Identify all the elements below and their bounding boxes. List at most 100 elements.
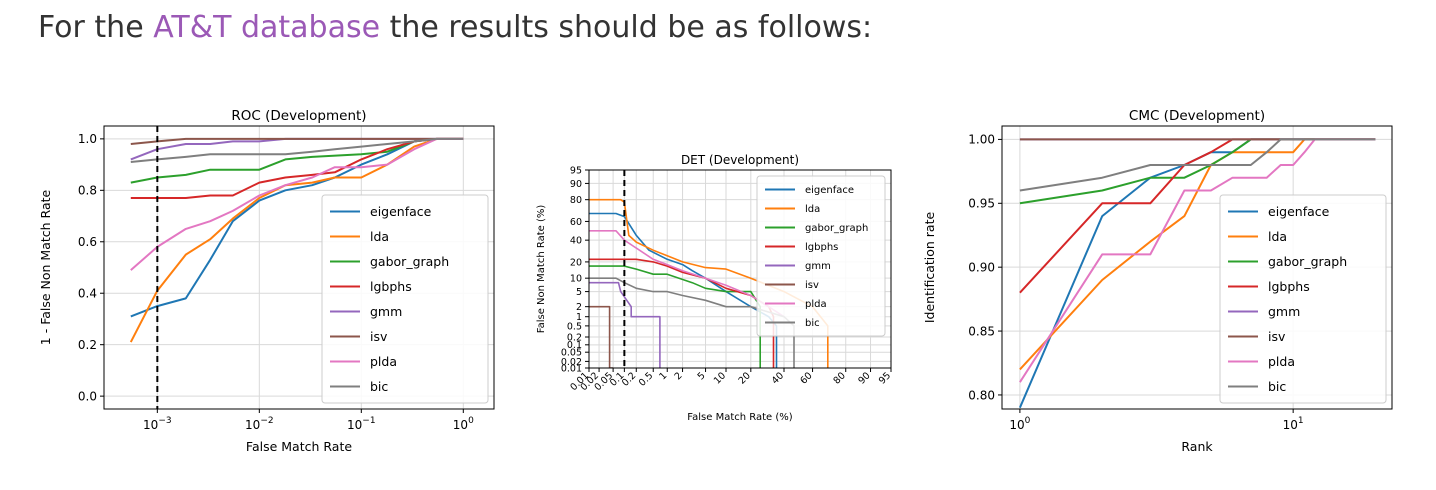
roc-legend-label-bic: bic (370, 379, 388, 394)
det-xtick-label: 2 (673, 370, 685, 382)
cmc-legend-label-lda: lda (1268, 229, 1287, 244)
roc-legend-label-gmm: gmm (370, 304, 402, 319)
roc-chart-panel: ROC (Development) 10−3 10−2 10−1 100 0.0 0.2 0.… (34, 102, 524, 468)
roc-ytick-label: 1.0 (78, 132, 97, 146)
det-xtick-label: 5 (696, 370, 708, 382)
cmc-xtick-label: 101 (1283, 416, 1304, 432)
cmc-legend-label-lgbphs: lgbphs (1268, 279, 1310, 294)
cmc-ytick-label: 0.80 (968, 388, 995, 402)
det-series-plda (589, 230, 785, 318)
cmc-ytick-label: 0.90 (968, 261, 995, 275)
heading-suffix: the results should be as follows: (380, 10, 873, 45)
det-series-isv (589, 305, 614, 368)
roc-ytick-label: 0.0 (78, 389, 97, 403)
roc-ylabel: 1 - False Non Match Rate (38, 189, 53, 345)
roc-chart: ROC (Development) 10−3 10−2 10−1 100 0.0 0.2 0.… (38, 108, 495, 454)
roc-legend-label-lda: lda (370, 229, 389, 244)
roc-ytick-label: 0.6 (78, 235, 97, 249)
det-ytick-label: 40 (570, 236, 582, 247)
det-ytick-label: 0.02 (561, 357, 582, 368)
det-legend-label-plda: plda (805, 299, 827, 310)
heading-prefix: For the (38, 10, 154, 45)
cmc-ytick-label: 0.95 (968, 197, 995, 211)
roc-legend-label-isv: isv (370, 329, 388, 344)
det-ytick-label: 0.01 (561, 363, 582, 374)
det-xtick-label: 20 (737, 370, 753, 386)
det-title: DET (Development) (681, 153, 799, 167)
roc-xtick-label: 10−1 (347, 416, 376, 432)
roc-title: ROC (Development) (231, 108, 366, 124)
det-xtick-label: 40 (770, 370, 786, 386)
det-xtick-label: 60 (798, 370, 814, 386)
det-ytick-label: 60 (570, 217, 582, 228)
det-legend-label-isv: isv (805, 280, 819, 291)
det-xtick-label: 0.2 (620, 370, 638, 388)
cmc-legend-label-bic: bic (1268, 379, 1286, 394)
roc-series-lda (129, 137, 464, 343)
roc-series-bic (130, 137, 464, 163)
det-xtick-label: 90 (856, 370, 872, 386)
roc-ytick-label: 0.2 (78, 338, 97, 352)
cmc-legend-label-isv: isv (1268, 329, 1286, 344)
det-legend-label-lda: lda (805, 204, 820, 215)
cmc-ytick-label: 1.00 (968, 133, 995, 147)
cmc-title: CMC (Development) (1129, 108, 1265, 124)
cmc-series-plda (1019, 138, 1376, 383)
cmc-legend-label-gmm: gmm (1268, 304, 1300, 319)
det-xtick-label: 95 (877, 370, 893, 386)
det-ylabel: False Non Match Rate (%) (536, 205, 547, 334)
det-axes-frame (588, 169, 892, 369)
roc-xtick-label: 10−3 (143, 416, 172, 432)
database-link[interactable]: AT&T database (153, 10, 381, 45)
cmc-legend-label-plda: plda (1268, 354, 1295, 369)
det-xtick-label: 80 (832, 370, 848, 386)
det-series-gmm (589, 281, 661, 368)
roc-axes-frame (103, 125, 495, 410)
cmc-series-gabor_graph (1019, 138, 1376, 205)
cmc-xlabel: Rank (1181, 439, 1213, 454)
det-chart: DET (Development)0.010.020.050.10.20.5 1 2… (536, 153, 893, 423)
det-ytick-label: 0.05 (561, 348, 582, 359)
det-legend-label-bic: bic (805, 318, 820, 329)
roc-ytick-label: 0.4 (78, 287, 97, 301)
det-legend-label-lgbphs: lgbphs (805, 242, 838, 253)
roc-xtick-label: 100 (453, 416, 474, 432)
cmc-plot: CMC (Development) 100 101 0.80 0.85 0.90 0.95 1… (922, 108, 1393, 454)
det-legend-label-gabor_graph: gabor_graph (805, 223, 868, 234)
cmc-ylabel: Identification rate (922, 212, 937, 324)
cmc-chart: CMC (Development) 100 101 0.80 0.85 0.90 0.95 1… (922, 108, 1393, 454)
det-ytick-label: 90 (570, 179, 582, 190)
roc-series-isv (130, 137, 464, 145)
det-ytick-label: 1 (576, 312, 582, 323)
det-legend-label-eigenface: eigenface (805, 185, 854, 196)
det-xtick-label: 0.5 (637, 370, 655, 388)
cmc-xtick-label: 100 (1009, 416, 1030, 432)
cmc-legend-label-gabor_graph: gabor_graph (1268, 254, 1347, 269)
det-xlabel: False Match Rate (%) (687, 412, 792, 423)
roc-series-plda (130, 137, 464, 271)
cmc-ytick-label: 0.85 (968, 324, 995, 338)
det-xtick-label: 10 (712, 370, 728, 386)
det-ytick-label: 95 (570, 165, 582, 176)
cmc-series-bic (1019, 138, 1376, 192)
det-ytick-label: 5 (576, 287, 582, 298)
roc-plot: ROC (Development) 10−3 10−2 10−1 100 0.0 0.2 0.… (38, 108, 495, 454)
roc-ytick-label: 0.8 (78, 184, 97, 198)
det-ytick-label: 0.1 (567, 340, 582, 351)
det-ytick-label: 0.2 (567, 332, 582, 343)
cmc-chart-panel: CMC (Development) 100 101 0.80 0.85 0.90 0.95 1… (910, 102, 1400, 468)
det-ytick-label: 2 (576, 302, 582, 313)
roc-legend-label-eigenface: eigenface (370, 204, 432, 219)
roc-xtick-label: 10−2 (245, 416, 274, 432)
det-ytick-label: 20 (570, 257, 582, 268)
det-plot: DET (Development)0.010.020.050.10.20.5 1 2… (536, 153, 893, 423)
roc-legend-label-gabor_graph: gabor_graph (370, 254, 449, 269)
cmc-series-lda (1019, 138, 1376, 371)
roc-legend-label-plda: plda (370, 354, 397, 369)
det-ytick-label: 80 (570, 195, 582, 206)
det-xtick-label: 1 (657, 370, 669, 382)
det-legend-label-gmm: gmm (805, 261, 831, 272)
